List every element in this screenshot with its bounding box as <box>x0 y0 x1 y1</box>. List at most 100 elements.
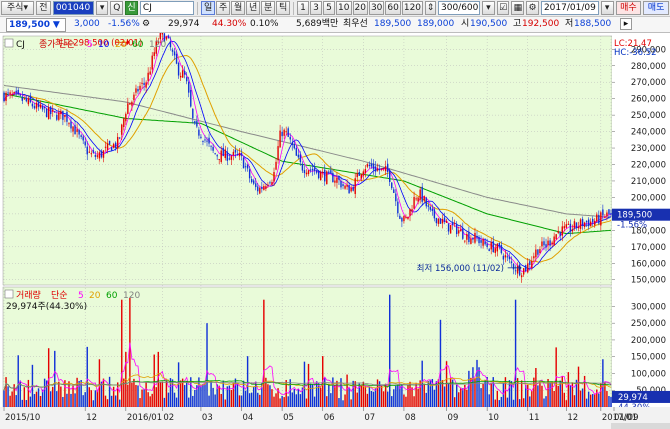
volume-bar <box>287 396 289 407</box>
search-icon[interactable]: Q <box>110 1 124 15</box>
candle-body <box>368 164 371 167</box>
period-tab[interactable]: 틱 <box>276 1 291 15</box>
volume-bar <box>492 377 494 407</box>
candle-body <box>520 275 523 278</box>
minute-spinner-icon[interactable]: ⇕ <box>425 1 436 15</box>
volume-bar <box>147 392 149 407</box>
candle-body <box>535 249 537 258</box>
candle-body <box>441 218 444 224</box>
price-tick-label: 200,000 <box>631 193 666 203</box>
volume-bar <box>204 383 206 407</box>
credit-badge[interactable]: 신 <box>125 1 138 15</box>
candle-body <box>240 153 243 156</box>
period-tab[interactable]: 분 <box>261 1 276 15</box>
volume-bar <box>326 396 328 407</box>
chart-svg[interactable]: 290,000 280,000 270,000 260,000 250,000 240,0… <box>0 29 670 429</box>
volume-bar <box>145 381 147 407</box>
settings-gear-icon[interactable]: ⚙ <box>142 19 151 29</box>
candle-body <box>167 35 170 39</box>
market-select[interactable]: 주식▾ <box>1 1 34 15</box>
candle-body <box>277 146 279 161</box>
minute-tab[interactable]: 1 <box>297 1 310 15</box>
period-tab[interactable]: 월 <box>231 1 246 15</box>
volume-bar <box>78 380 80 407</box>
low-annotation: 최저 156,000 (11/02) <box>417 263 504 274</box>
volume-ratio: 44.30% <box>212 19 247 29</box>
period-tab[interactable]: 일 <box>201 1 216 15</box>
candle-body <box>234 149 237 153</box>
low-price: 188,500 <box>574 19 612 29</box>
volume-bar <box>236 383 239 407</box>
volume-bar <box>324 377 326 407</box>
volume-current-label: 29,974주(44.30%) <box>6 301 87 312</box>
checkbox-icon[interactable]: ☑ <box>496 1 510 15</box>
hc-label: HC:-36.52 <box>614 48 657 58</box>
stock-code-input[interactable]: 001040 <box>52 1 94 15</box>
volume-bar <box>374 388 377 407</box>
minute-tab[interactable]: 10 <box>336 1 352 15</box>
volume-bar <box>259 394 261 407</box>
date-input[interactable]: 2017/01/09 <box>540 1 599 15</box>
price-change-pct: -1.56% <box>108 19 140 29</box>
x-tick-label: 12 <box>567 413 578 423</box>
candle-body <box>322 171 324 174</box>
candle-body <box>500 245 503 254</box>
candle-body <box>594 220 596 226</box>
calendar-icon[interactable]: ▾ <box>600 1 614 15</box>
volume-bar <box>340 378 342 407</box>
volume-bar <box>587 391 590 407</box>
minute-tab[interactable]: 3 <box>310 1 323 15</box>
price-legend-period: 60 <box>132 40 144 50</box>
volume-bar <box>206 323 208 407</box>
expand-icon[interactable]: ▸ <box>620 18 632 30</box>
sell-button[interactable]: 매도 <box>643 1 669 15</box>
volume-bar <box>464 384 466 407</box>
price-legend-name: CJ <box>16 40 25 50</box>
minute-tab[interactable]: 120 <box>401 1 424 15</box>
volume-bar <box>255 381 257 407</box>
price-tick-label: 250,000 <box>631 111 666 121</box>
chart-area[interactable]: 290,000 280,000 270,000 260,000 250,000 240,0… <box>0 29 670 429</box>
period-tab[interactable]: 년 <box>246 1 261 15</box>
candle-body <box>173 51 176 56</box>
minute-tab[interactable]: 60 <box>385 1 401 15</box>
settings-icon[interactable]: ⚙ <box>526 1 539 15</box>
candle-body <box>236 153 239 155</box>
volume-bar <box>13 384 15 407</box>
candle-body <box>559 231 561 236</box>
minute-tab[interactable]: 20 <box>352 1 368 15</box>
candle-body <box>338 176 340 180</box>
volume-bar <box>447 383 450 407</box>
candle-body <box>494 248 496 253</box>
candle-body <box>181 70 184 78</box>
volume-bar <box>88 387 90 407</box>
volume-bar <box>212 387 214 407</box>
candle-body <box>100 150 103 158</box>
minute-tab[interactable]: 5 <box>323 1 336 15</box>
candle-body <box>123 118 125 128</box>
code-dropdown-icon[interactable]: ▾ <box>95 1 109 15</box>
volume-bar <box>305 398 308 407</box>
volume-bar <box>139 398 141 407</box>
candle-body <box>104 146 107 148</box>
stock-name-input[interactable]: CJ <box>139 1 195 15</box>
candle-body <box>74 125 76 135</box>
data-count-input[interactable]: 300/600 <box>438 1 480 15</box>
volume-bar <box>575 379 578 407</box>
grid-icon[interactable]: ▦ <box>511 1 525 15</box>
data-count-dropdown-icon[interactable]: ▾ <box>482 1 495 15</box>
minute-tab[interactable]: 30 <box>368 1 385 15</box>
buy-button[interactable]: 매수 <box>615 1 642 15</box>
volume-bar <box>553 391 555 407</box>
candle-body <box>220 150 222 162</box>
period-tab[interactable]: 주 <box>216 1 231 15</box>
price-tick-label: 160,000 <box>631 259 666 269</box>
candle-body <box>84 141 86 146</box>
candle-body <box>470 238 472 244</box>
candle-body <box>244 166 247 168</box>
volume-bar <box>192 395 194 407</box>
volume-bar <box>47 348 50 407</box>
candle-body <box>125 113 127 122</box>
prev-button[interactable]: 전 <box>35 1 51 15</box>
volume-bar <box>435 381 438 407</box>
